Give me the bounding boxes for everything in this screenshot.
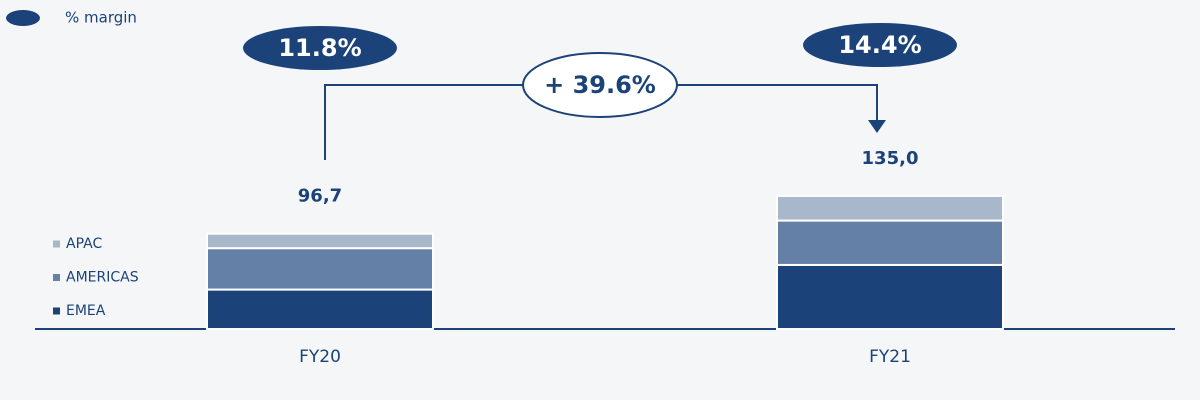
legend-label: APAC (66, 236, 102, 252)
growth-label: + 39.6% (544, 71, 656, 99)
bar-segment (776, 219, 1004, 266)
margin-bubble (803, 23, 957, 67)
bar-segment (776, 194, 1004, 222)
total-label: 96,7 (298, 186, 342, 207)
bar-segment (206, 288, 434, 331)
margin-legend-swatch (6, 10, 40, 26)
legend-swatch (53, 274, 60, 281)
x-tick-label: FY21 (869, 347, 911, 367)
growth-bubble (522, 52, 678, 118)
bar-segment (776, 263, 1004, 330)
margin-label: 11.8% (278, 34, 361, 62)
legend-label: AMERICAS (66, 270, 139, 286)
legend-swatch (53, 307, 60, 315)
margin-legend-label: % margin (65, 9, 137, 27)
growth-bracket (324, 84, 878, 160)
x-tick-label: FY20 (299, 347, 341, 367)
legend-label: EMEA (66, 303, 106, 319)
bar-segment (206, 232, 434, 250)
margin-bubble (243, 26, 397, 70)
growth-arrow (868, 120, 886, 133)
margin-label: 14.4% (838, 31, 921, 59)
legend-swatch (53, 240, 60, 248)
total-label: 135,0 (862, 148, 919, 169)
bar-segment (206, 247, 434, 291)
